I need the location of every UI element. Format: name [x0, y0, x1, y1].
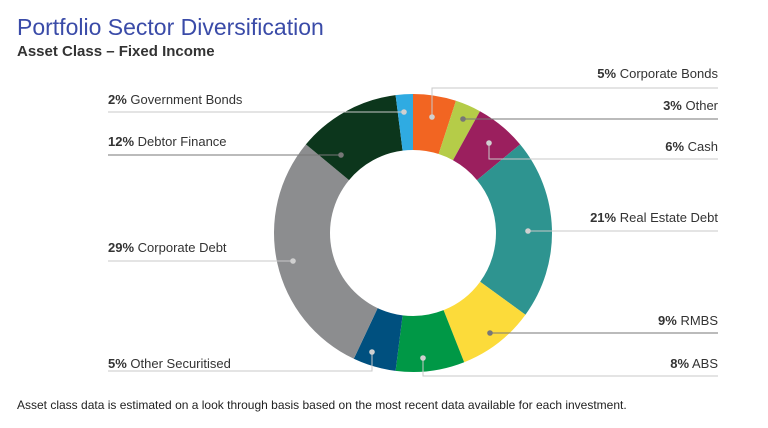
leader-dot-real-estate-debt — [525, 228, 531, 234]
leader-dot-other-securitised — [369, 349, 375, 355]
leader-dot-other — [460, 116, 466, 122]
slice-other-securitised — [353, 308, 403, 371]
slice-abs — [395, 310, 465, 372]
leader-dot-rmbs — [487, 330, 493, 336]
label-corporate-bonds: 5% Corporate Bonds — [597, 66, 718, 81]
chart-subtitle: Asset Class – Fixed Income — [17, 43, 215, 60]
slice-rmbs — [443, 281, 526, 363]
slice-government-bonds — [395, 94, 413, 151]
leader-line-corporate-bonds — [431, 87, 718, 117]
slice-debtor-finance — [305, 95, 403, 181]
label-rmbs: 9% RMBS — [658, 313, 718, 328]
leader-dot-debtor-finance — [338, 152, 344, 158]
chart-title: Portfolio Sector Diversification — [17, 14, 324, 40]
leader-dot-cash — [486, 140, 492, 146]
label-corporate-debt: 29% Corporate Debt — [108, 240, 227, 255]
label-cash: 6% Cash — [665, 139, 718, 154]
leader-dot-corporate-bonds — [429, 114, 435, 120]
leader-line-other-securitised — [108, 352, 373, 372]
slice-cash — [452, 111, 521, 181]
slice-corporate-bonds — [413, 94, 456, 155]
footnote: Asset class data is estimated on a look … — [17, 398, 627, 412]
label-other: 3% Other — [663, 98, 718, 113]
label-government-bonds: 2% Government Bonds — [108, 92, 243, 107]
slice-real-estate-debt — [476, 144, 552, 315]
leader-dot-government-bonds — [401, 109, 407, 115]
leader-line-abs — [422, 358, 718, 377]
label-real-estate-debt: 21% Real Estate Debt — [590, 210, 718, 225]
label-abs: 8% ABS — [670, 356, 718, 371]
label-debtor-finance: 12% Debtor Finance — [108, 134, 227, 149]
slice-corporate-debt — [274, 144, 378, 359]
leader-dot-corporate-debt — [290, 258, 296, 264]
leader-dot-abs — [420, 355, 426, 361]
label-other-securitised: 5% Other Securitised — [108, 356, 231, 371]
leader-line-cash — [488, 143, 718, 160]
slice-other — [438, 100, 480, 161]
